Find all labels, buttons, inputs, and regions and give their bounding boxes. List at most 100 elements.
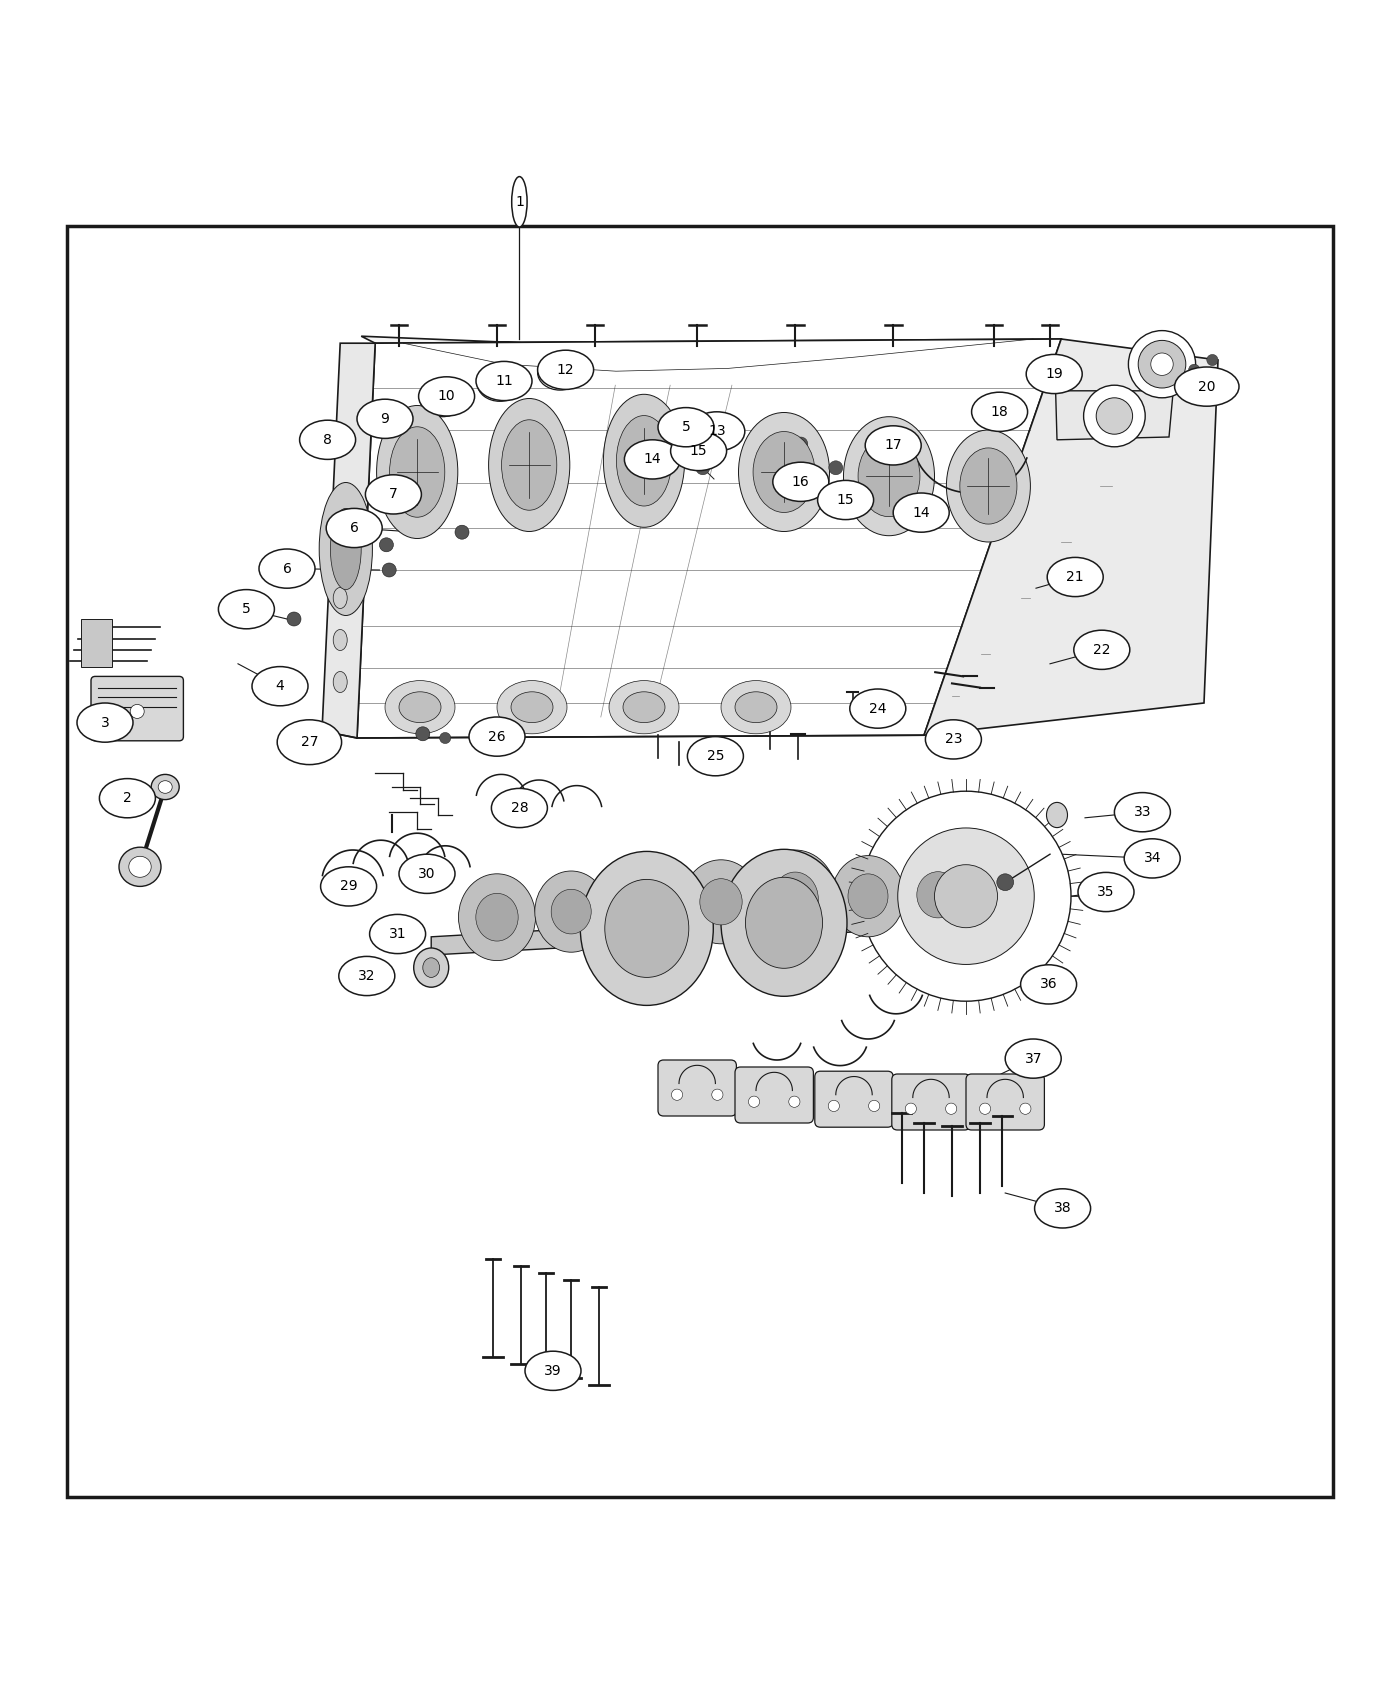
Ellipse shape bbox=[501, 420, 557, 510]
Ellipse shape bbox=[850, 688, 906, 728]
Ellipse shape bbox=[360, 401, 405, 437]
Ellipse shape bbox=[491, 789, 547, 828]
Ellipse shape bbox=[899, 853, 977, 937]
Text: 13: 13 bbox=[708, 425, 725, 439]
Ellipse shape bbox=[547, 364, 573, 382]
Ellipse shape bbox=[326, 508, 382, 547]
Circle shape bbox=[428, 484, 440, 496]
Circle shape bbox=[1096, 398, 1133, 434]
Ellipse shape bbox=[430, 389, 455, 408]
Circle shape bbox=[696, 461, 710, 474]
Text: 5: 5 bbox=[682, 420, 690, 434]
Text: 4: 4 bbox=[276, 680, 284, 694]
FancyBboxPatch shape bbox=[815, 1071, 893, 1127]
Ellipse shape bbox=[357, 400, 413, 439]
Ellipse shape bbox=[753, 850, 837, 949]
Ellipse shape bbox=[477, 366, 522, 401]
Ellipse shape bbox=[333, 672, 347, 692]
Ellipse shape bbox=[603, 394, 685, 527]
Text: 19: 19 bbox=[1046, 367, 1063, 381]
Ellipse shape bbox=[616, 415, 672, 507]
Ellipse shape bbox=[377, 406, 458, 539]
Circle shape bbox=[840, 500, 854, 513]
Ellipse shape bbox=[535, 870, 608, 952]
Circle shape bbox=[861, 790, 1071, 1001]
Polygon shape bbox=[431, 903, 1022, 955]
Text: 9: 9 bbox=[381, 411, 389, 425]
Polygon shape bbox=[357, 338, 1061, 738]
Ellipse shape bbox=[512, 177, 526, 228]
Ellipse shape bbox=[721, 850, 847, 996]
Ellipse shape bbox=[624, 440, 680, 479]
Ellipse shape bbox=[893, 493, 949, 532]
Ellipse shape bbox=[581, 852, 714, 1005]
Ellipse shape bbox=[1047, 558, 1103, 597]
Ellipse shape bbox=[365, 474, 421, 513]
Ellipse shape bbox=[946, 430, 1030, 542]
Circle shape bbox=[1207, 354, 1218, 366]
Ellipse shape bbox=[333, 629, 347, 651]
Ellipse shape bbox=[605, 879, 689, 977]
Circle shape bbox=[1128, 330, 1196, 398]
Ellipse shape bbox=[603, 858, 685, 954]
Ellipse shape bbox=[419, 377, 475, 416]
Text: 28: 28 bbox=[511, 801, 528, 814]
Ellipse shape bbox=[511, 692, 553, 722]
FancyBboxPatch shape bbox=[892, 1074, 970, 1131]
Text: 6: 6 bbox=[283, 561, 291, 576]
Ellipse shape bbox=[399, 853, 455, 894]
Ellipse shape bbox=[700, 879, 742, 925]
Text: 32: 32 bbox=[358, 969, 375, 983]
Ellipse shape bbox=[487, 374, 512, 393]
Ellipse shape bbox=[525, 1352, 581, 1391]
Circle shape bbox=[416, 728, 430, 741]
Text: 15: 15 bbox=[690, 444, 707, 457]
Ellipse shape bbox=[687, 736, 743, 775]
Ellipse shape bbox=[259, 549, 315, 588]
Circle shape bbox=[868, 1100, 879, 1112]
Ellipse shape bbox=[218, 590, 274, 629]
Text: 35: 35 bbox=[1098, 886, 1114, 899]
Text: 11: 11 bbox=[496, 374, 512, 388]
Text: 12: 12 bbox=[557, 362, 574, 377]
Circle shape bbox=[829, 461, 843, 474]
Ellipse shape bbox=[420, 382, 465, 416]
Ellipse shape bbox=[671, 432, 727, 471]
Ellipse shape bbox=[771, 872, 818, 927]
Circle shape bbox=[379, 537, 393, 553]
FancyBboxPatch shape bbox=[735, 1068, 813, 1124]
FancyBboxPatch shape bbox=[81, 619, 112, 666]
Ellipse shape bbox=[77, 704, 133, 743]
Ellipse shape bbox=[423, 957, 440, 977]
Ellipse shape bbox=[151, 775, 179, 799]
Polygon shape bbox=[1056, 391, 1173, 440]
Ellipse shape bbox=[960, 447, 1016, 524]
Ellipse shape bbox=[848, 874, 888, 918]
Ellipse shape bbox=[389, 427, 445, 517]
Ellipse shape bbox=[476, 892, 518, 942]
Circle shape bbox=[287, 612, 301, 626]
Ellipse shape bbox=[469, 717, 525, 756]
Circle shape bbox=[829, 1100, 840, 1112]
Ellipse shape bbox=[538, 350, 594, 389]
Ellipse shape bbox=[1078, 872, 1134, 911]
Circle shape bbox=[897, 828, 1035, 964]
Text: 5: 5 bbox=[242, 602, 251, 615]
Ellipse shape bbox=[158, 780, 172, 794]
Ellipse shape bbox=[623, 692, 665, 722]
Ellipse shape bbox=[300, 420, 356, 459]
Circle shape bbox=[1151, 354, 1173, 376]
Circle shape bbox=[440, 733, 451, 743]
Ellipse shape bbox=[1114, 792, 1170, 831]
Ellipse shape bbox=[865, 425, 921, 466]
Text: 16: 16 bbox=[792, 474, 809, 490]
Text: 3: 3 bbox=[101, 716, 109, 729]
Ellipse shape bbox=[858, 435, 920, 517]
Ellipse shape bbox=[1175, 367, 1239, 406]
Text: 2: 2 bbox=[123, 790, 132, 806]
Circle shape bbox=[1084, 386, 1145, 447]
Ellipse shape bbox=[552, 889, 591, 933]
Text: 22: 22 bbox=[1093, 643, 1110, 656]
Text: 20: 20 bbox=[1198, 379, 1215, 394]
Ellipse shape bbox=[339, 957, 395, 996]
